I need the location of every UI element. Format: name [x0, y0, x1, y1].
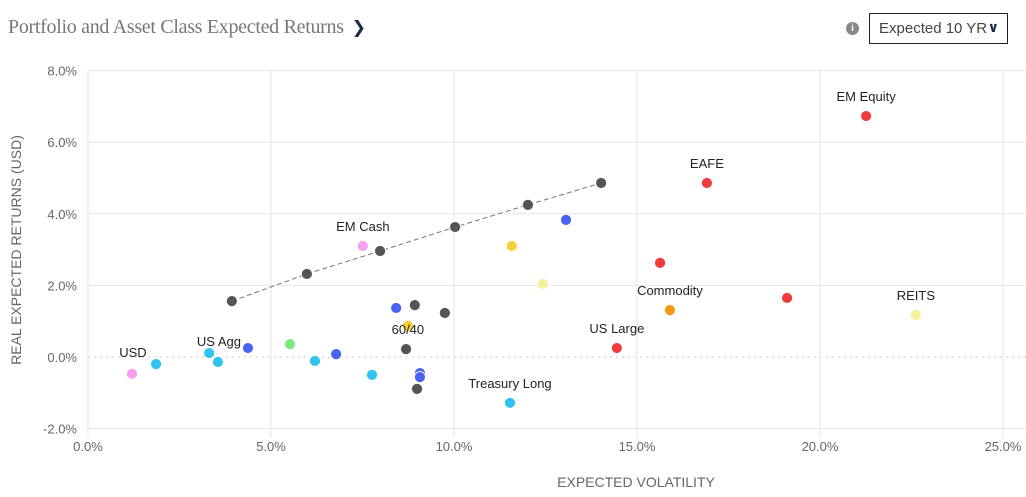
data-point — [537, 278, 549, 290]
data-point — [411, 382, 423, 395]
point-label: Commodity — [637, 283, 703, 298]
point-label: REITS — [897, 288, 936, 303]
frontier-line — [231, 182, 602, 302]
frontier-point — [225, 295, 238, 308]
frontier-point — [449, 221, 461, 233]
data-point — [126, 367, 138, 380]
chart-title[interactable]: Portfolio and Asset Class Expected Retur… — [8, 16, 366, 39]
point-label: 60/40 — [392, 322, 425, 337]
y-tick-label: 4.0% — [47, 207, 77, 222]
point-label: EAFE — [690, 156, 724, 171]
y-axis-label: REAL EXPECTED RETURNS (USD) — [8, 135, 24, 365]
data-point — [401, 319, 414, 332]
x-tick-label: 10.0% — [436, 439, 473, 454]
info-icon[interactable]: i — [846, 22, 859, 35]
horizon-select[interactable]: Expected 10 YR ∨ — [869, 13, 1008, 44]
data-point — [781, 292, 793, 304]
data-point — [654, 256, 666, 269]
x-axis-label: EXPECTED VOLATILITY — [557, 474, 715, 490]
point-label: Treasury Long — [468, 376, 551, 391]
data-point — [438, 307, 451, 319]
data-point — [203, 347, 216, 359]
data-point — [390, 302, 403, 314]
point-label: EM Cash — [336, 219, 389, 234]
y-tick-label: 6.0% — [47, 135, 77, 150]
x-tick-label: 20.0% — [802, 439, 839, 454]
data-point — [330, 348, 343, 361]
data-point — [504, 396, 516, 409]
y-tick-label: 0.0% — [47, 350, 77, 365]
title-text: Portfolio and Asset Class Expected Retur… — [8, 16, 344, 38]
x-tick-label: 25.0% — [985, 439, 1022, 454]
data-point — [150, 358, 162, 371]
data-point — [701, 177, 713, 189]
frontier-point — [374, 245, 386, 257]
data-point — [610, 342, 623, 354]
data-point — [414, 371, 426, 383]
data-point — [505, 240, 518, 252]
y-tick-label: -2.0% — [43, 422, 77, 437]
data-point — [560, 213, 572, 226]
frontier-point — [522, 198, 534, 211]
frontier-point — [300, 268, 313, 280]
data-point — [309, 355, 321, 367]
data-point — [284, 338, 296, 351]
data-point — [356, 240, 369, 252]
data-point — [242, 342, 254, 354]
frontier-point — [595, 177, 608, 189]
horizon-select-value: Expected 10 YR — [879, 20, 988, 37]
x-tick-label: 15.0% — [619, 439, 656, 454]
y-tick-label: 2.0% — [47, 278, 77, 293]
point-label: USD — [119, 345, 146, 360]
chevron-right-icon: ❯ — [351, 18, 366, 38]
x-tick-label: 0.0% — [73, 439, 103, 454]
data-point — [400, 343, 412, 356]
data-point — [212, 356, 224, 368]
x-tick-label: 5.0% — [256, 439, 286, 454]
data-point — [664, 304, 676, 317]
y-tick-label: 8.0% — [47, 64, 77, 79]
chevron-down-icon: ∨ — [987, 20, 999, 36]
point-label: EM Equity — [836, 89, 896, 104]
data-point — [366, 368, 378, 381]
point-label: US Large — [589, 321, 644, 336]
data-point — [408, 299, 421, 311]
data-point — [909, 309, 922, 322]
data-point — [860, 110, 873, 122]
point-label: US Agg — [197, 334, 241, 349]
